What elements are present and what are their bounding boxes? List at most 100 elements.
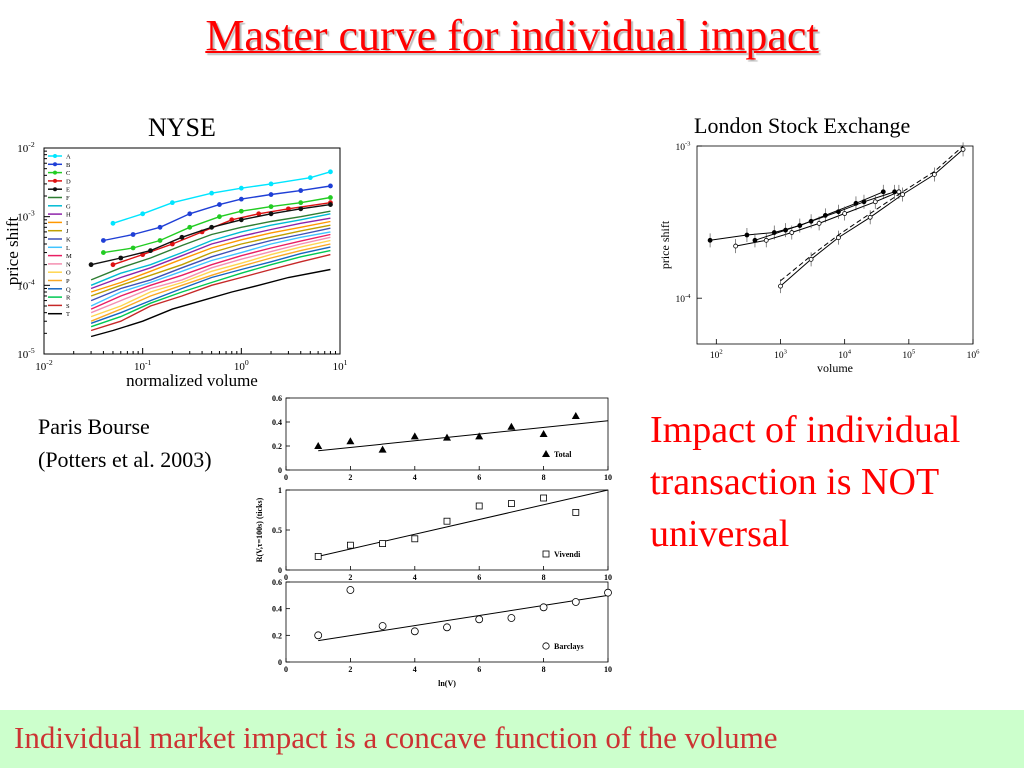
nyse-data-point-A [209,190,215,196]
paris-barclays-y-tick-label: 0.2 [272,631,282,640]
lse-data-point-0 [744,232,750,238]
lse-chart: 102 103 104 105 106 10-4 10-3 volume price shift [658,141,981,375]
nyse-legend-label-S: S [66,303,70,310]
nyse-legend-marker-D [53,178,57,183]
paris-total-y-tick-label: 0 [278,466,282,475]
nyse-data-point-D [229,217,235,223]
nyse-data-point-B [328,183,333,189]
paris-total-x-tick-label: 8 [542,473,546,482]
paris-barclays-x-tick-label: 4 [413,665,417,674]
nyse-legend-label-T: T [66,311,70,318]
paris-barclays-x-tick-label: 8 [542,665,546,674]
paris-vivendi-data-point [314,552,322,560]
paris-vivendi-legend-label: Vivendi [554,550,581,559]
nyse-data-point-B [268,192,274,197]
nyse-data-point-D [110,262,116,268]
lse-data-point-2 [892,189,897,195]
paris-barclays-y-tick-label: 0.4 [272,605,282,614]
nyse-legend-marker-B [53,162,57,167]
paris-total-y-tick-label: 0.4 [272,418,282,427]
nyse-legend-label-P: P [66,278,70,285]
paris-barclays-x-tick-label: 0 [284,665,288,674]
nyse-x-axis-label: normalized volume [126,371,258,388]
nyse-legend-label-L: L [66,245,70,252]
lse-y-tick-label: 10-3 [675,141,691,153]
paris-total-legend-marker [542,450,550,457]
nyse-legend-label-R: R [66,295,71,302]
paris-label-line2: (Potters et al. 2003) [38,447,212,472]
nyse-data-point-A [110,220,116,226]
nyse-legend-marker-E [53,187,57,192]
paris-total-x-tick-label: 10 [604,473,612,482]
nyse-data-point-A [268,181,274,187]
nyse-legend-label-B: B [66,162,71,169]
paris-vivendi-x-tick-label: 10 [604,573,612,582]
paris-barclays-data-point [443,623,451,632]
paris-vivendi-fit-line [318,489,609,557]
paris-charts: 0 2 4 6 8 10 0 0.2 0.4 0.6 Total 0 2 4 6 8 10 0 0.5 1 Vivend… [255,394,612,688]
nyse-series-line-F [90,210,331,281]
nyse-data-point-E [88,262,94,268]
nyse-data-point-C [298,200,304,206]
nyse-legend-label-C: C [66,170,70,177]
paris-total-x-tick-label: 4 [413,473,417,482]
nyse-x-tick-label: 10-1 [134,358,152,373]
paris-barclays-data-point [410,627,419,636]
nyse-series-line-M [90,233,331,310]
paris-total-fit-line [318,420,609,452]
paris-total-data-point [475,432,484,440]
paris-total-data-point [314,442,323,449]
paris-total-data-point [346,437,355,445]
nyse-legend-label-Q: Q [66,286,71,293]
nyse-data-point-C [130,245,136,251]
nyse-data-point-B [101,238,106,243]
nyse-data-point-C [157,238,163,243]
nyse-data-point-A [140,211,146,217]
nyse-data-point-E [268,211,274,217]
nyse-data-point-E [328,202,333,207]
paris-barclays-data-point [475,615,484,624]
paris-vivendi-data-point [540,494,548,502]
nyse-legend-label-D: D [66,178,71,185]
footer-banner: Individual market impact is a concave fu… [0,710,1024,768]
nyse-x-tick-label: 101 [333,358,348,373]
nyse-chart: 10-2 10-1 100 101 10-5 10-4 10-3 10-2 normalized… [3,140,348,388]
lse-data-point-3 [836,235,841,241]
lse-data-point-2 [861,199,867,205]
nyse-data-point-A [328,169,333,175]
lse-data-point-1 [763,237,769,243]
paris-vivendi-data-point [475,502,483,510]
nyse-series-line-N [90,236,331,314]
paris-vivendi-x-tick-label: 0 [284,573,288,582]
paris-vivendi-plot-frame [285,489,609,571]
lse-data-point-3 [900,192,906,197]
paris-vivendi-y-axis-label: R(V,τ=100s) (ticks) [255,497,264,562]
paris-vivendi-y-tick-label: 0 [278,566,282,575]
nyse-series-line-R [90,249,331,328]
nyse-legend-label-A: A [66,154,71,161]
nyse-series-line-O [90,239,331,318]
nyse-data-point-B [217,202,222,207]
nyse-data-point-A [238,185,244,191]
nyse-series-line-K [90,227,331,302]
lse-series-line-2 [754,191,895,241]
paris-barclays-data-point [314,631,323,640]
paris-barclays-plot-frame [285,581,609,663]
paris-barclays-y-tick-label: 0.6 [272,578,282,587]
paris-label: Paris Bourse (Potters et al. 2003) [38,410,212,476]
nyse-series-line-T [90,268,331,338]
nyse-legend-marker-C [53,170,57,175]
paris-barclays-x-axis-label: ln(V) [438,679,456,688]
lse-data-point-1 [789,230,795,235]
nyse-legend-marker-A [53,154,57,158]
paris-total-y-tick-label: 0.2 [272,442,282,451]
lse-series-line-4 [780,145,964,282]
paris-vivendi-y-tick-label: 0.5 [272,526,282,535]
nyse-legend-label-K: K [66,237,71,244]
lse-x-tick-label: 106 [967,349,981,361]
paris-vivendi-data-point [379,540,386,548]
nyse-legend-label-E: E [66,187,70,194]
nyse-series-line-I [90,220,331,293]
nyse-legend-label-N: N [66,261,71,268]
paris-total-data-point [410,432,419,440]
